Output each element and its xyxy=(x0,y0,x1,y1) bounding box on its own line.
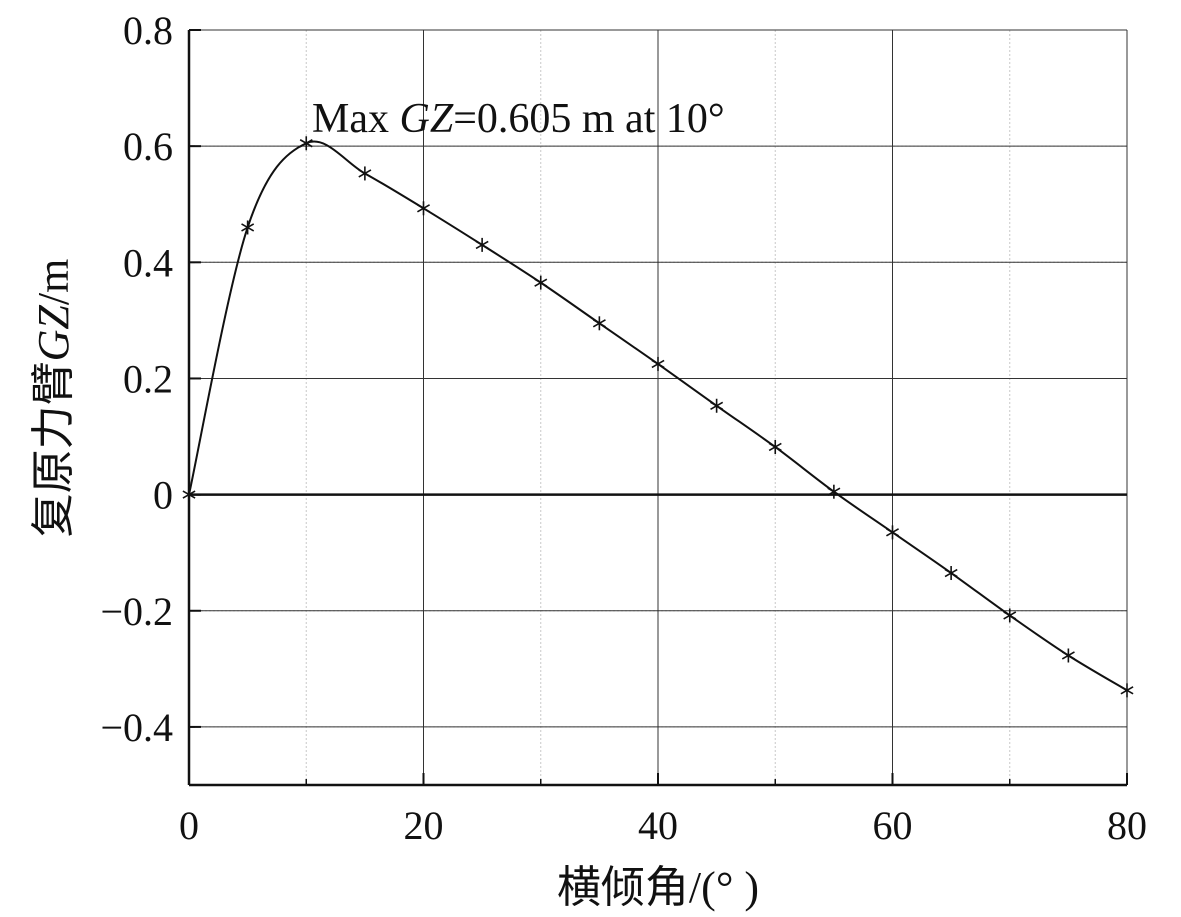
series-layer xyxy=(182,136,1134,698)
max-gz-annotation: Max GZ=0.605 m at 10° xyxy=(312,96,725,142)
marker-stroke xyxy=(710,401,724,410)
y-axis-title: 复原力臂GZ/m xyxy=(29,259,78,538)
marker-stroke xyxy=(886,528,899,537)
data-point xyxy=(1120,683,1134,698)
axes xyxy=(187,29,1128,787)
data-point xyxy=(886,525,899,540)
major-grid xyxy=(189,29,1128,785)
marker-stroke xyxy=(944,568,958,578)
data-point xyxy=(1003,608,1017,623)
data-point xyxy=(182,487,196,502)
marker-stroke xyxy=(1061,651,1075,660)
data-point xyxy=(417,201,430,216)
marker-stroke xyxy=(358,169,372,178)
marker-stroke xyxy=(475,240,489,250)
annotation-suffix: =0.605 m at 10° xyxy=(453,96,724,142)
data-point xyxy=(534,275,548,290)
annotation-gz: GZ xyxy=(400,96,454,142)
data-point xyxy=(827,484,841,499)
x-tick-label: 80 xyxy=(1107,803,1147,848)
x-tick-label: 0 xyxy=(179,803,199,848)
marker-stroke xyxy=(182,490,196,499)
y-tick-label: 0.4 xyxy=(123,240,173,285)
marker-stroke xyxy=(592,319,606,328)
marker-stroke xyxy=(534,278,548,287)
data-point xyxy=(592,316,606,331)
y-axis-title-suffix: /m xyxy=(29,259,78,305)
y-tick-label: −0.2 xyxy=(100,589,173,634)
data-point xyxy=(358,166,372,181)
annotation-prefix: Max xyxy=(312,96,400,142)
x-tick-label: 40 xyxy=(638,803,678,848)
marker-stroke xyxy=(299,139,313,148)
x-tick-label: 60 xyxy=(873,803,913,848)
data-point xyxy=(651,356,665,371)
marker-stroke xyxy=(1120,686,1134,695)
marker-stroke xyxy=(241,223,255,232)
data-point xyxy=(768,439,782,454)
y-axis-title-gz: GZ xyxy=(29,305,78,362)
data-point xyxy=(1061,648,1075,663)
data-point xyxy=(475,237,489,252)
marker-stroke xyxy=(417,204,430,213)
marker-stroke xyxy=(1003,611,1017,620)
x-tick-label: 20 xyxy=(404,803,444,848)
data-point xyxy=(299,136,313,151)
y-tick-label: 0 xyxy=(153,473,173,518)
y-tick-label: 0.2 xyxy=(123,356,173,401)
marker-stroke xyxy=(651,359,665,369)
data-point xyxy=(710,398,724,413)
tick-labels: 0 20 40 60 80 0.8 0.6 0.4 0.2 0 −0.2 −0.4 xyxy=(100,8,1147,848)
y-tick-label: −0.4 xyxy=(100,705,173,750)
y-tick-label: 0.6 xyxy=(123,124,173,169)
marker-stroke xyxy=(827,487,841,496)
y-tick-label: 0.8 xyxy=(123,8,173,53)
marker-stroke xyxy=(768,442,782,452)
x-axis-title: 横倾角/(° ) xyxy=(557,863,759,912)
data-point xyxy=(944,566,958,581)
y-axis-title-prefix: 复原力臂 xyxy=(29,361,78,537)
data-point xyxy=(241,220,255,235)
